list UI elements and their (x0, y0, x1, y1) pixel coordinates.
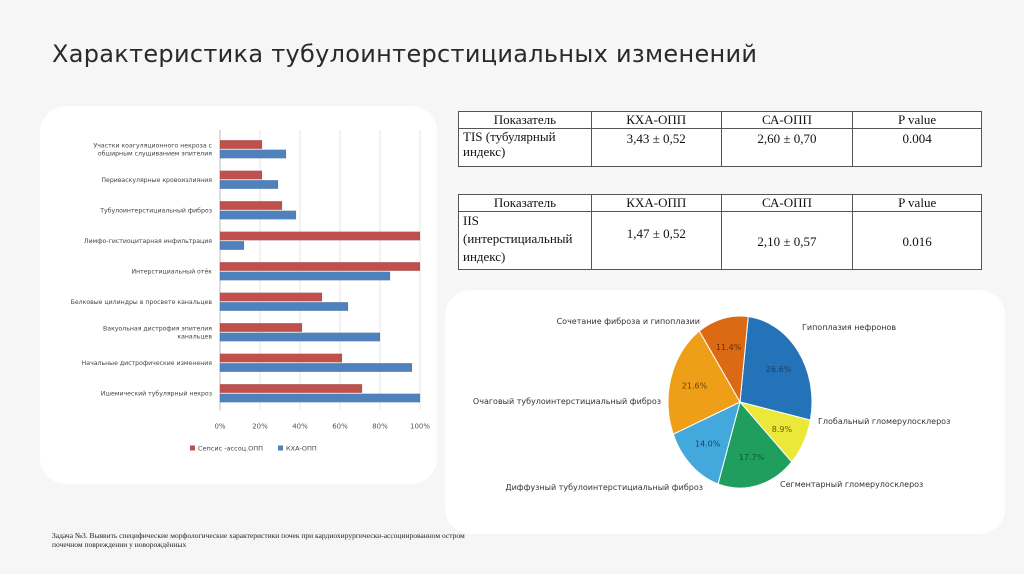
pie-slice (717, 400, 793, 489)
iis-table: Показатель КХА-ОПП СА-ОПП P value IIS (и… (458, 194, 982, 270)
bar-kha (219, 332, 381, 342)
slice-value-label: 21.6% (682, 382, 708, 391)
bar-sepsis (219, 201, 283, 210)
cell-sa: 2,10 ± 0,57 (720, 211, 854, 270)
row-label: TIS (тубулярный индекс) (458, 128, 592, 167)
pie-chart-card: 26.6% Гипоплазия нефронов 8.9% Глобальный г… (445, 290, 1005, 534)
slice-category-label: Глобальный гломерулосклероз (818, 417, 950, 426)
bar-kha (219, 302, 349, 311)
bar-kha (219, 241, 245, 250)
pie-slice (698, 315, 749, 404)
header-cell: СА-ОПП (720, 194, 854, 212)
cell-p: 0.004 (852, 128, 982, 167)
header-cell: Показатель (458, 194, 592, 212)
slice-value-label: 17.7% (739, 453, 765, 462)
bar-chart: 0% 20% 40% 60% 80% 100% Участки коагуляционног… (71, 130, 430, 453)
x-tick-label: 80% (372, 423, 388, 431)
bar-sepsis (219, 262, 421, 271)
category-label: Периваскулярные кровоизлияния (101, 177, 212, 184)
x-tick-label: 20% (252, 423, 268, 431)
bar-kha (219, 393, 421, 403)
bar-kha (219, 363, 413, 372)
x-tick-label: 100% (410, 423, 430, 431)
header-cell: КХА-ОПП (590, 111, 722, 129)
bar-sepsis (219, 140, 263, 149)
table-row: TIS (тубулярный индекс) 3,43 ± 0,52 2,60… (458, 128, 982, 167)
category-label: Участки коагуляционного некроза с обширны… (93, 142, 212, 157)
header-cell: КХА-ОПП (590, 194, 722, 212)
cell-kha: 3,43 ± 0,52 (590, 128, 722, 167)
tis-table: Показатель КХА-ОПП СА-ОПП P value TIS (т… (458, 111, 982, 167)
bar-kha (219, 271, 391, 281)
cell-kha: 1,47 ± 0,52 (590, 211, 722, 270)
category-label: Тубулоинтерстициальный фиброз (99, 206, 212, 214)
x-tick-label: 60% (332, 423, 348, 431)
bar-sepsis (219, 170, 263, 180)
table-header-row: Показатель КХА-ОПП СА-ОПП P value (458, 111, 982, 129)
category-label: Лимфо-гистиоцитарная инфильтрация (84, 238, 212, 245)
table-header-row: Показатель КХА-ОПП СА-ОПП P value (458, 194, 982, 212)
slice-category-label: Очаговый тубулоинтерстициальный фиброз (473, 397, 661, 406)
legend-swatch (278, 445, 283, 451)
row-label: IIS (интерстициальный индекс) (458, 211, 592, 270)
slice-value-label: 11.4% (716, 343, 742, 352)
pie-chart: 26.6% Гипоплазия нефронов 8.9% Глобальный г… (473, 315, 950, 492)
category-label: Начальные дистрофические изменения (82, 360, 213, 367)
legend-label: КХА-ОПП (286, 445, 317, 453)
bar-chart-card: 0% 20% 40% 60% 80% 100% Участки коагуляционног… (40, 106, 437, 484)
bar-kha (219, 149, 287, 159)
task-note: Задача №3. Выявить специфические морфоло… (52, 531, 465, 549)
pie-slice (667, 330, 741, 435)
slice-value-label: 8.9% (772, 425, 793, 434)
slice-category-label: Сочетание фиброза и гипоплазии (557, 317, 700, 326)
cell-p: 0.016 (852, 211, 982, 270)
cell-sa: 2,60 ± 0,70 (720, 128, 854, 167)
header-cell: P value (852, 111, 982, 129)
legend-label: Сепсис -ассоц.ОПП (198, 445, 263, 453)
slide-title: Характеристика тубулоинтерстициальных из… (52, 40, 758, 68)
bar-sepsis (219, 323, 303, 332)
slice-category-label: Гипоплазия нефронов (802, 323, 896, 332)
x-tick-label: 40% (292, 423, 308, 431)
bar-sepsis (219, 231, 421, 241)
bar-sepsis (219, 384, 363, 393)
bar-kha (219, 180, 279, 189)
slice-value-label: 26.6% (766, 365, 792, 374)
category-label: Вакуольная дистрофия эпителия канальцев (103, 325, 212, 340)
bar-kha (219, 210, 297, 220)
category-label: Интерстициальный отёк (131, 267, 212, 275)
table-row: IIS (интерстициальный индекс) 1,47 ± 0,5… (458, 211, 982, 270)
pie-slice (672, 401, 741, 485)
slice-category-label: Диффузный тубулоинтерстициальный фиброз (505, 483, 703, 492)
header-cell: P value (852, 194, 982, 212)
category-label: Белковые цилиндры в просвете канальцев (71, 299, 213, 306)
slice-category-label: Сегментарный гломерулосклероз (780, 480, 923, 489)
bar-sepsis (219, 353, 343, 363)
category-label: Ишемический тубулярный некроз (101, 389, 212, 397)
header-cell: Показатель (458, 111, 592, 129)
pie-slice (739, 316, 813, 421)
slice-value-label: 14.0% (695, 440, 721, 449)
header-cell: СА-ОПП (720, 111, 854, 129)
x-tick-label: 0% (214, 423, 225, 431)
legend-swatch (190, 445, 195, 451)
bar-sepsis (219, 292, 323, 302)
